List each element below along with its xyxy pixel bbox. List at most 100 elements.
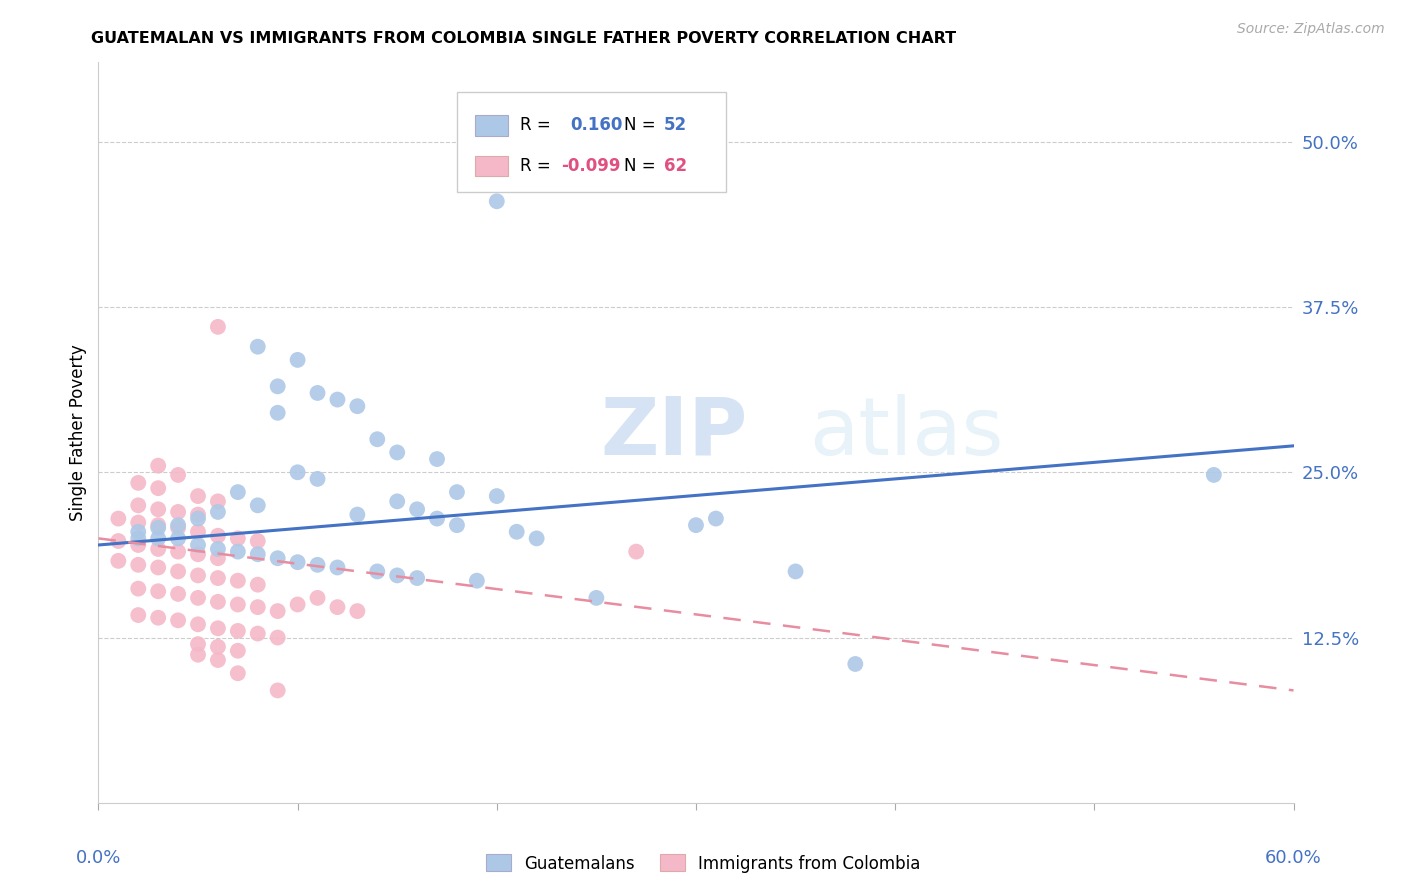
Point bbox=[187, 547, 209, 561]
Point bbox=[127, 524, 149, 539]
Point bbox=[107, 534, 129, 549]
Point bbox=[207, 653, 229, 667]
Point bbox=[148, 458, 170, 473]
Point bbox=[127, 558, 149, 572]
Point bbox=[207, 640, 229, 654]
FancyBboxPatch shape bbox=[457, 92, 725, 192]
Text: 0.0%: 0.0% bbox=[76, 849, 121, 867]
Text: N =: N = bbox=[624, 157, 655, 175]
Point bbox=[148, 521, 170, 535]
Legend: Guatemalans, Immigrants from Colombia: Guatemalans, Immigrants from Colombia bbox=[479, 847, 927, 880]
Point bbox=[267, 551, 290, 566]
Point bbox=[246, 534, 269, 549]
Point bbox=[366, 565, 388, 579]
Point bbox=[287, 352, 309, 367]
Point bbox=[207, 551, 229, 566]
Point bbox=[506, 524, 529, 539]
Point bbox=[167, 521, 190, 535]
Point bbox=[148, 584, 170, 599]
Point bbox=[167, 565, 190, 579]
Text: 52: 52 bbox=[664, 116, 686, 135]
Point bbox=[187, 489, 209, 503]
Point bbox=[246, 547, 269, 561]
Text: Source: ZipAtlas.com: Source: ZipAtlas.com bbox=[1237, 22, 1385, 37]
Point bbox=[226, 574, 249, 588]
Point bbox=[187, 617, 209, 632]
Point bbox=[426, 452, 449, 467]
Point bbox=[187, 568, 209, 582]
Point bbox=[167, 467, 190, 482]
Point bbox=[685, 518, 707, 533]
Text: atlas: atlas bbox=[810, 393, 1004, 472]
FancyBboxPatch shape bbox=[475, 115, 509, 136]
Point bbox=[346, 399, 368, 413]
Point bbox=[326, 560, 349, 574]
Point bbox=[326, 392, 349, 407]
Point bbox=[267, 406, 290, 420]
Point bbox=[246, 577, 269, 591]
Point bbox=[187, 637, 209, 651]
Point bbox=[207, 621, 229, 635]
Point bbox=[148, 560, 170, 574]
Point bbox=[207, 494, 229, 508]
Point bbox=[167, 532, 190, 546]
Point bbox=[226, 624, 249, 638]
Text: 60.0%: 60.0% bbox=[1265, 849, 1322, 867]
Point bbox=[366, 432, 388, 446]
Point bbox=[446, 518, 468, 533]
Point bbox=[148, 518, 170, 533]
Point bbox=[406, 571, 429, 585]
Point bbox=[107, 511, 129, 525]
Point bbox=[844, 657, 866, 671]
Point bbox=[385, 568, 409, 582]
Point bbox=[346, 508, 368, 522]
Point bbox=[246, 626, 269, 640]
Point bbox=[226, 644, 249, 658]
Point bbox=[187, 508, 209, 522]
Point bbox=[385, 445, 409, 459]
Point bbox=[148, 532, 170, 546]
Point bbox=[346, 604, 368, 618]
Point bbox=[485, 194, 508, 209]
Point bbox=[207, 529, 229, 543]
Point bbox=[307, 472, 329, 486]
Point bbox=[287, 555, 309, 569]
Point bbox=[207, 505, 229, 519]
Point bbox=[187, 648, 209, 662]
Point bbox=[526, 532, 548, 546]
Point bbox=[585, 591, 607, 605]
Point bbox=[246, 340, 269, 354]
Point bbox=[385, 494, 409, 508]
Point bbox=[187, 524, 209, 539]
Point bbox=[426, 511, 449, 525]
Point bbox=[167, 613, 190, 627]
Point bbox=[446, 485, 468, 500]
Point bbox=[187, 591, 209, 605]
Point bbox=[127, 582, 149, 596]
Point bbox=[267, 604, 290, 618]
Point bbox=[226, 532, 249, 546]
Point bbox=[167, 544, 190, 558]
Point bbox=[406, 502, 429, 516]
Point bbox=[326, 600, 349, 615]
Point bbox=[167, 518, 190, 533]
Point bbox=[485, 489, 508, 503]
Point bbox=[226, 544, 249, 558]
FancyBboxPatch shape bbox=[475, 156, 509, 177]
Point bbox=[187, 538, 209, 552]
Point bbox=[267, 631, 290, 645]
Point bbox=[148, 541, 170, 556]
Text: GUATEMALAN VS IMMIGRANTS FROM COLOMBIA SINGLE FATHER POVERTY CORRELATION CHART: GUATEMALAN VS IMMIGRANTS FROM COLOMBIA S… bbox=[91, 31, 956, 46]
Point bbox=[307, 591, 329, 605]
Point bbox=[187, 511, 209, 525]
Point bbox=[267, 379, 290, 393]
Point bbox=[1202, 467, 1225, 482]
Point bbox=[148, 610, 170, 624]
Point bbox=[226, 598, 249, 612]
Text: ZIP: ZIP bbox=[600, 393, 748, 472]
Point bbox=[127, 608, 149, 623]
Point bbox=[107, 554, 129, 568]
Text: R =: R = bbox=[520, 157, 551, 175]
Point bbox=[465, 574, 488, 588]
Point bbox=[307, 386, 329, 401]
